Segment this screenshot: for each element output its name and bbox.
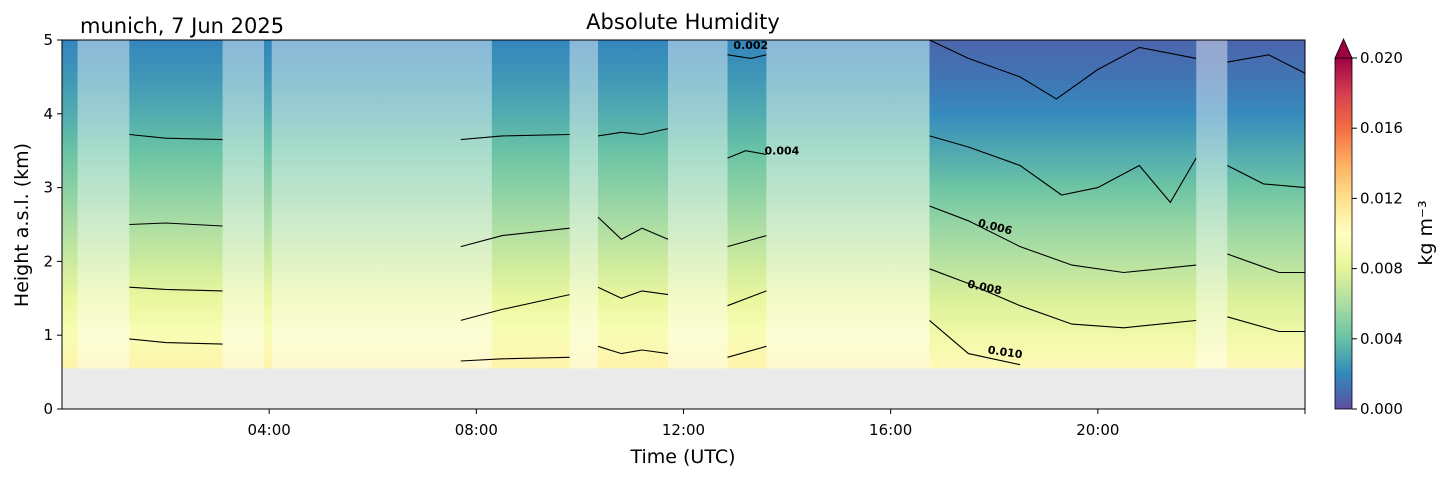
location-date-label: munich, 7 Jun 2025 [80, 14, 284, 38]
colorbar-tick-label: 0.000 [1360, 400, 1403, 418]
contour-line [727, 54, 767, 59]
contour-line [929, 268, 1197, 329]
contour-label: 0.010 [987, 344, 1024, 362]
y-tick-label: 4 [43, 105, 53, 123]
contour-line [727, 150, 767, 159]
contour-line [929, 40, 1197, 100]
contour-line [727, 345, 767, 358]
humidity-field-evening [929, 40, 1305, 369]
no-data-region [62, 368, 1305, 409]
contour-line [597, 345, 669, 355]
humidity-field-day [62, 40, 930, 369]
contour-line [929, 135, 1197, 204]
colorbar: 0.000 0.004 0.008 0.012 0.016 0.020 kg m⁻³ [1334, 38, 1437, 418]
contour-line [129, 286, 223, 292]
contour-label: 0.004 [765, 144, 800, 157]
contour-line [460, 227, 570, 248]
x-tick-label: 08:00 [455, 421, 498, 439]
contour-line [727, 235, 767, 248]
contour-line [597, 286, 669, 299]
y-tick-label: 5 [43, 31, 53, 49]
colorbar-extend-triangle [1334, 38, 1353, 59]
x-tick-label: 12:00 [662, 421, 705, 439]
masked-period [77, 40, 130, 369]
colorbar-tick-label: 0.012 [1360, 189, 1403, 207]
colorbar-tick-label: 0.004 [1360, 330, 1403, 348]
x-tick-label: 16:00 [869, 421, 912, 439]
contour-line [1227, 165, 1305, 189]
contour-line [727, 290, 767, 307]
colorbar-tick-label: 0.016 [1360, 119, 1403, 137]
contour-line [597, 216, 669, 240]
contour-line [1227, 316, 1305, 333]
colorbar-label: kg m⁻³ [1415, 200, 1437, 265]
contour-line [597, 128, 669, 137]
colorbar-tick-label: 0.008 [1360, 260, 1403, 278]
masked-period [569, 40, 599, 369]
chart-title: Absolute Humidity [586, 10, 780, 34]
y-tick-label: 2 [43, 252, 53, 270]
y-tick-label: 1 [43, 326, 53, 344]
masked-period [271, 40, 492, 369]
contour-line [129, 133, 223, 141]
contour-line [1227, 54, 1305, 74]
colorbar-tick-label: 0.020 [1360, 49, 1403, 67]
y-tick-label: 3 [43, 179, 53, 197]
contour-line [460, 356, 570, 362]
contour-line [929, 319, 1021, 366]
masked-period [1196, 40, 1228, 369]
y-tick-label: 0 [43, 400, 53, 418]
x-axis-label: Time (UTC) [629, 446, 735, 468]
contour-label: 0.002 [733, 39, 768, 52]
contour-line [129, 222, 223, 227]
y-axis-label: Height a.s.l. (km) [11, 143, 33, 307]
contour-line [129, 338, 223, 345]
contour-line [929, 205, 1197, 274]
masked-period [222, 40, 264, 369]
contour-line [460, 294, 570, 321]
masked-period [766, 40, 930, 369]
colorbar-body [1334, 57, 1353, 410]
contour-line [460, 133, 570, 141]
x-tick-label: 04:00 [248, 421, 291, 439]
x-tick-label: 20:00 [1076, 421, 1119, 439]
masked-period [667, 40, 728, 369]
contour-line [1227, 253, 1305, 274]
